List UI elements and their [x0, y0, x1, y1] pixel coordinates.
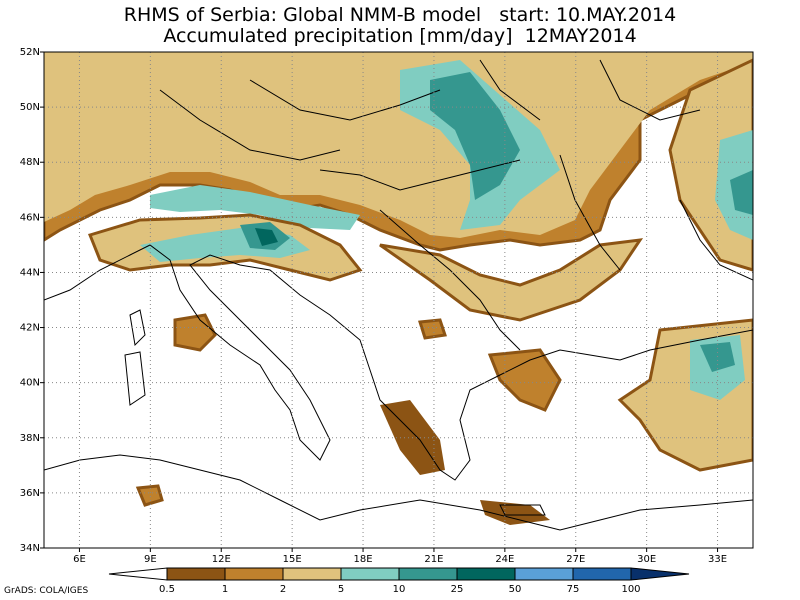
lat-tick-label: 46N [20, 212, 40, 223]
lat-tick-label: 50N [20, 102, 40, 113]
precip-cell-crete [480, 500, 550, 525]
lon-tick-label: 27E [566, 554, 585, 565]
colorbar-label: 100 [621, 584, 640, 595]
longitude-labels: 6E 9E 12E 15E 18E 21E 24E 27E 30E 33E [73, 548, 727, 565]
credit-text: GrADS: COLA/IGES [4, 586, 89, 596]
colorbar: 0.5 1 2 5 10 25 50 75 100 [108, 567, 690, 595]
colorbar-segment [224, 567, 284, 581]
precip-band-north-tan [44, 52, 753, 238]
map-frame [43, 51, 754, 549]
precip-band-ne-dark [730, 170, 753, 215]
colorbar-label: 1 [222, 584, 228, 595]
lat-tick-label: 44N [20, 267, 40, 278]
colorbar-label: 10 [393, 584, 406, 595]
colorbar-label: 75 [567, 584, 580, 595]
colorbar-label: 50 [509, 584, 522, 595]
precip-cell-libya [135, 484, 164, 507]
lat-tick-label: 48N [20, 157, 40, 168]
precip-max-core [255, 228, 278, 246]
colorbar-segment [166, 567, 226, 581]
colorbar-segment [514, 567, 574, 581]
lat-tick-label: 42N [20, 323, 40, 334]
lon-tick-label: 9E [144, 554, 157, 565]
lat-tick-label: 40N [20, 378, 40, 389]
lon-tick-label: 15E [283, 554, 302, 565]
precip-band-balkans [379, 238, 644, 322]
lat-tick-label: 38N [20, 433, 40, 444]
precip-cell-albania [418, 318, 447, 340]
latitude-labels: 34N 36N 38N 40N 42N 44N 46N 48N 50N 52N [20, 47, 44, 554]
lon-tick-label: 33E [708, 554, 727, 565]
lon-tick-label: 21E [424, 554, 443, 565]
colorbar-label: 0.5 [159, 584, 175, 595]
map-title-line1: RHMS of Serbia: Global NMM-B model start… [123, 4, 677, 26]
lat-tick-label: 36N [20, 488, 40, 499]
colorbar-label: 25 [451, 584, 464, 595]
lon-tick-label: 18E [354, 554, 373, 565]
lon-tick-label: 30E [637, 554, 656, 565]
precip-band-north-dark [430, 72, 520, 200]
coastlines [44, 59, 753, 531]
lon-tick-label: 6E [73, 554, 86, 565]
colorbar-segment [456, 567, 516, 581]
map-title-line2: Accumulated precipitation [mm/day] 12MAY… [163, 25, 637, 47]
precip-band-north-teal [150, 185, 360, 230]
colorbar-segment [572, 567, 632, 581]
lon-tick-label: 12E [212, 554, 231, 565]
colorbar-overflow [630, 567, 690, 581]
colorbar-label: 2 [280, 584, 286, 595]
lat-tick-label: 52N [20, 47, 40, 58]
colorbar-segment [398, 567, 458, 581]
colorbar-label: 5 [338, 584, 344, 595]
precip-cell-aegean [487, 348, 562, 412]
precip-cell-italy [173, 313, 217, 352]
grid-lines [44, 51, 753, 549]
lon-tick-label: 24E [495, 554, 514, 565]
colorbar-segment [340, 567, 400, 581]
colorbar-underflow [108, 567, 168, 581]
colorbar-segment [282, 567, 342, 581]
lat-tick-label: 34N [20, 543, 40, 554]
